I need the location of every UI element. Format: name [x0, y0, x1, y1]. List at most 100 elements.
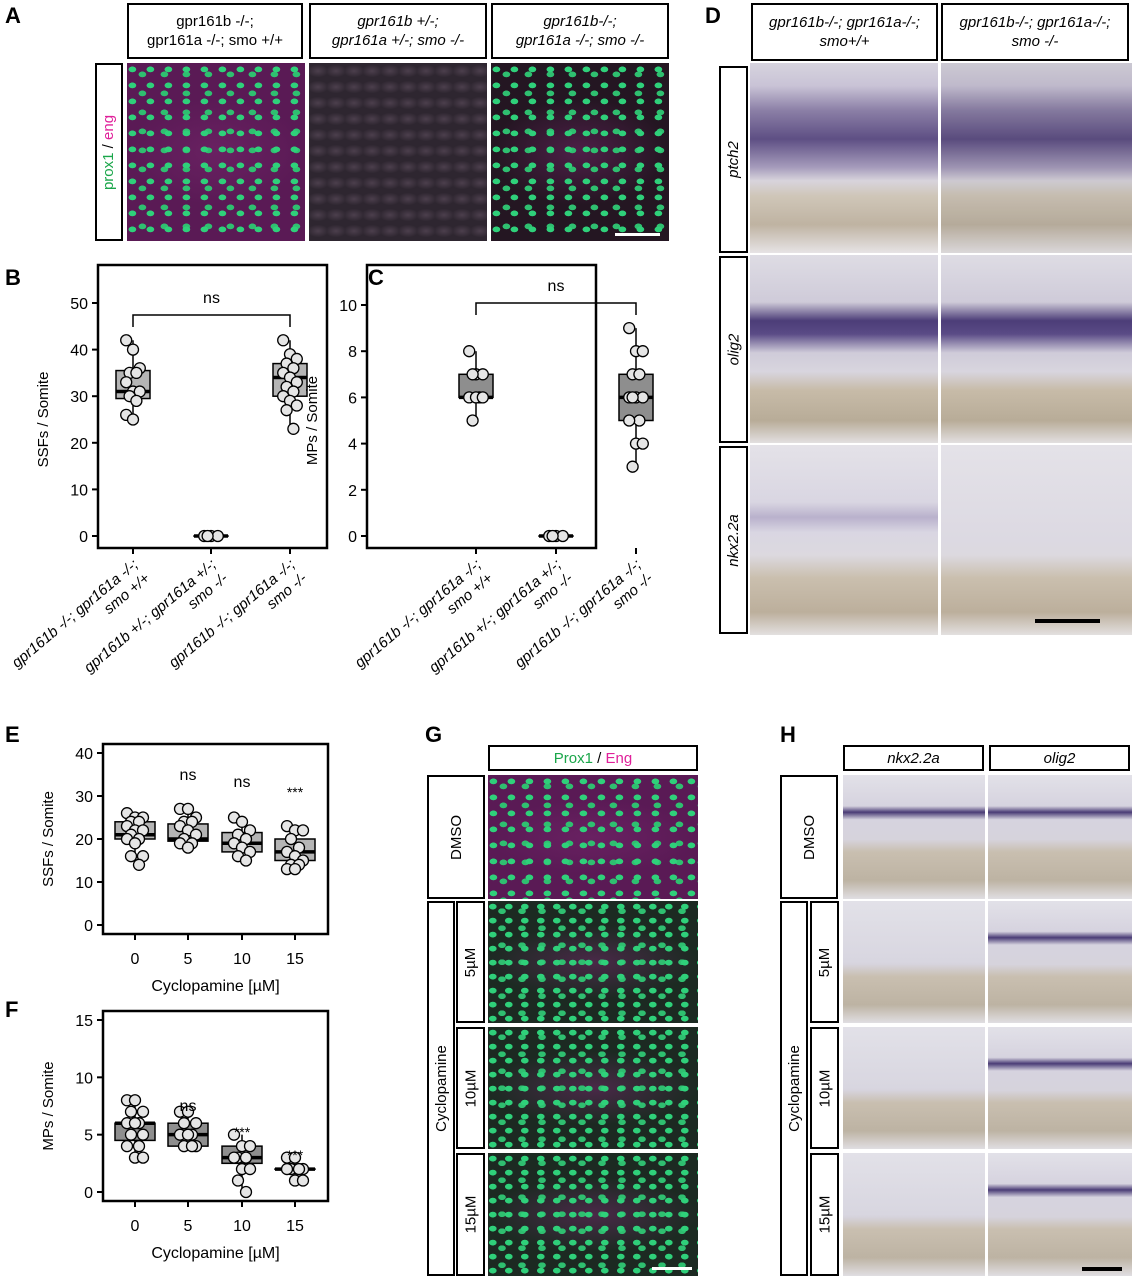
significance-label: *** [287, 784, 304, 800]
header-a-2: gpr161b +/-; gpr161a +/-; smo -/- [309, 3, 487, 59]
prox1-label: Prox1 [553, 749, 593, 767]
header-h-nkx2-2a: nkx2.2a [843, 745, 984, 771]
y-tick-label: 8 [348, 344, 357, 361]
data-point [243, 1162, 257, 1176]
panel-label-d: D [705, 3, 721, 28]
data-point [623, 414, 636, 427]
label-dose-10-h: 10µM [810, 1027, 839, 1149]
data-point [626, 460, 639, 473]
data-point [633, 368, 646, 381]
x-tick-label-line: gpr161b +/-; gpr161a +/-; [426, 556, 565, 676]
x-axis-label: Cyclopamine [µM] [151, 978, 279, 995]
data-point [284, 832, 298, 846]
data-point [181, 1128, 195, 1141]
ish-h-nkx-10um [843, 1027, 985, 1149]
y-tick-label: 10 [70, 482, 88, 499]
data-point [124, 1128, 138, 1141]
x-axis-label: Cyclopamine [µM] [151, 1245, 279, 1262]
scale-bar [615, 233, 660, 236]
label-dose-15-h: 15µM [810, 1153, 839, 1276]
data-point [130, 366, 143, 380]
micrograph-a-1 [127, 63, 305, 241]
x-tick-label: 15 [286, 951, 304, 968]
data-point [290, 399, 303, 412]
header-line: gpr161b -/-; [176, 13, 254, 30]
y-tick-label: 0 [348, 529, 357, 546]
ish-h-olig2-5um [988, 901, 1132, 1023]
label-dmso-h: DMSO [780, 775, 838, 899]
header-d-2: gpr161b-/-; gpr161a-/-; smo -/- [941, 3, 1129, 61]
y-tick-label: 10 [339, 298, 357, 315]
data-point [239, 1185, 253, 1199]
header-line: gpr161a +/-; smo -/- [331, 32, 465, 49]
y-tick-label: 30 [70, 389, 88, 406]
x-tick-label-line: gpr161b -/-; gpr161a -/-; [9, 556, 142, 671]
y-axis-label: MPs / Somite [40, 1061, 57, 1150]
panel-label-c: C [368, 265, 384, 290]
x-tick-label: 0 [131, 1218, 140, 1235]
separator: / [592, 749, 606, 767]
data-point [287, 422, 300, 435]
data-point [556, 529, 569, 543]
data-point [288, 1151, 302, 1164]
data-point [296, 824, 310, 837]
data-point [128, 1117, 142, 1130]
data-point [120, 1139, 134, 1153]
y-axis-label: SSFs / Somite [40, 791, 57, 887]
x-tick-label: 10 [233, 951, 251, 968]
data-point [280, 404, 293, 417]
row-label-olig2: olig2 [719, 256, 748, 443]
y-tick-label: 40 [75, 746, 93, 763]
y-tick-label: 10 [75, 1070, 93, 1087]
data-point [288, 862, 302, 876]
header-line: gpr161b-/-; gpr161a-/-; [959, 14, 1111, 31]
header-line: gpr161b +/-; [357, 13, 439, 30]
ish-ptch2-smo [941, 63, 1132, 253]
data-point [130, 394, 143, 408]
header-line: gpr161a -/-; smo +/+ [147, 32, 283, 49]
micrograph-g-10um [488, 1027, 698, 1149]
y-tick-label: 6 [348, 390, 357, 407]
header-a-1: gpr161b -/-; gpr161a -/-; smo +/+ [127, 3, 303, 59]
y-tick-label: 15 [75, 1013, 93, 1030]
panel-label-f: F [5, 997, 19, 1022]
data-point [132, 1139, 146, 1153]
data-point [136, 1128, 150, 1141]
data-point [126, 413, 140, 426]
header-line: smo+/+ [819, 33, 870, 50]
header-line: smo -/- [1011, 33, 1059, 50]
micrograph-g-dmso [488, 775, 698, 899]
significance-label: *** [234, 1124, 251, 1140]
comparison-bracket [475, 302, 637, 315]
x-tick-label: 10 [233, 1218, 251, 1235]
x-tick-label-line: gpr161b -/-; gpr161a -/-; [166, 556, 299, 671]
data-point [132, 858, 146, 871]
header-line: gpr161b-/-; gpr161a-/-; [769, 14, 920, 31]
y-tick-label: 30 [75, 789, 93, 806]
y-tick-label: 4 [348, 437, 357, 454]
data-point [623, 321, 636, 335]
plot-frame [96, 263, 329, 550]
plot-frame [101, 1009, 330, 1203]
data-point [126, 343, 140, 356]
data-point [235, 815, 249, 828]
panel-label-g: G [425, 722, 443, 747]
x-tick-label: 15 [286, 1218, 304, 1235]
scale-bar [1035, 619, 1100, 623]
data-point [243, 1139, 257, 1153]
y-tick-label: 10 [75, 875, 93, 892]
data-point [136, 1105, 150, 1118]
row-label-ptch2: ptch2 [719, 66, 748, 253]
y-axis-label: SSFs / Somite [35, 372, 52, 468]
significance-label: ns [234, 774, 251, 791]
significance-label: ns [203, 290, 220, 307]
data-point [296, 1174, 310, 1187]
ish-h-olig2-15um [988, 1153, 1132, 1276]
ish-olig2-control [750, 255, 938, 443]
header-h-olig2: olig2 [989, 745, 1130, 771]
y-tick-label: 20 [75, 832, 93, 849]
ish-ptch2-control [750, 63, 938, 253]
label-cyclopamine-g: Cyclopamine [427, 901, 455, 1276]
